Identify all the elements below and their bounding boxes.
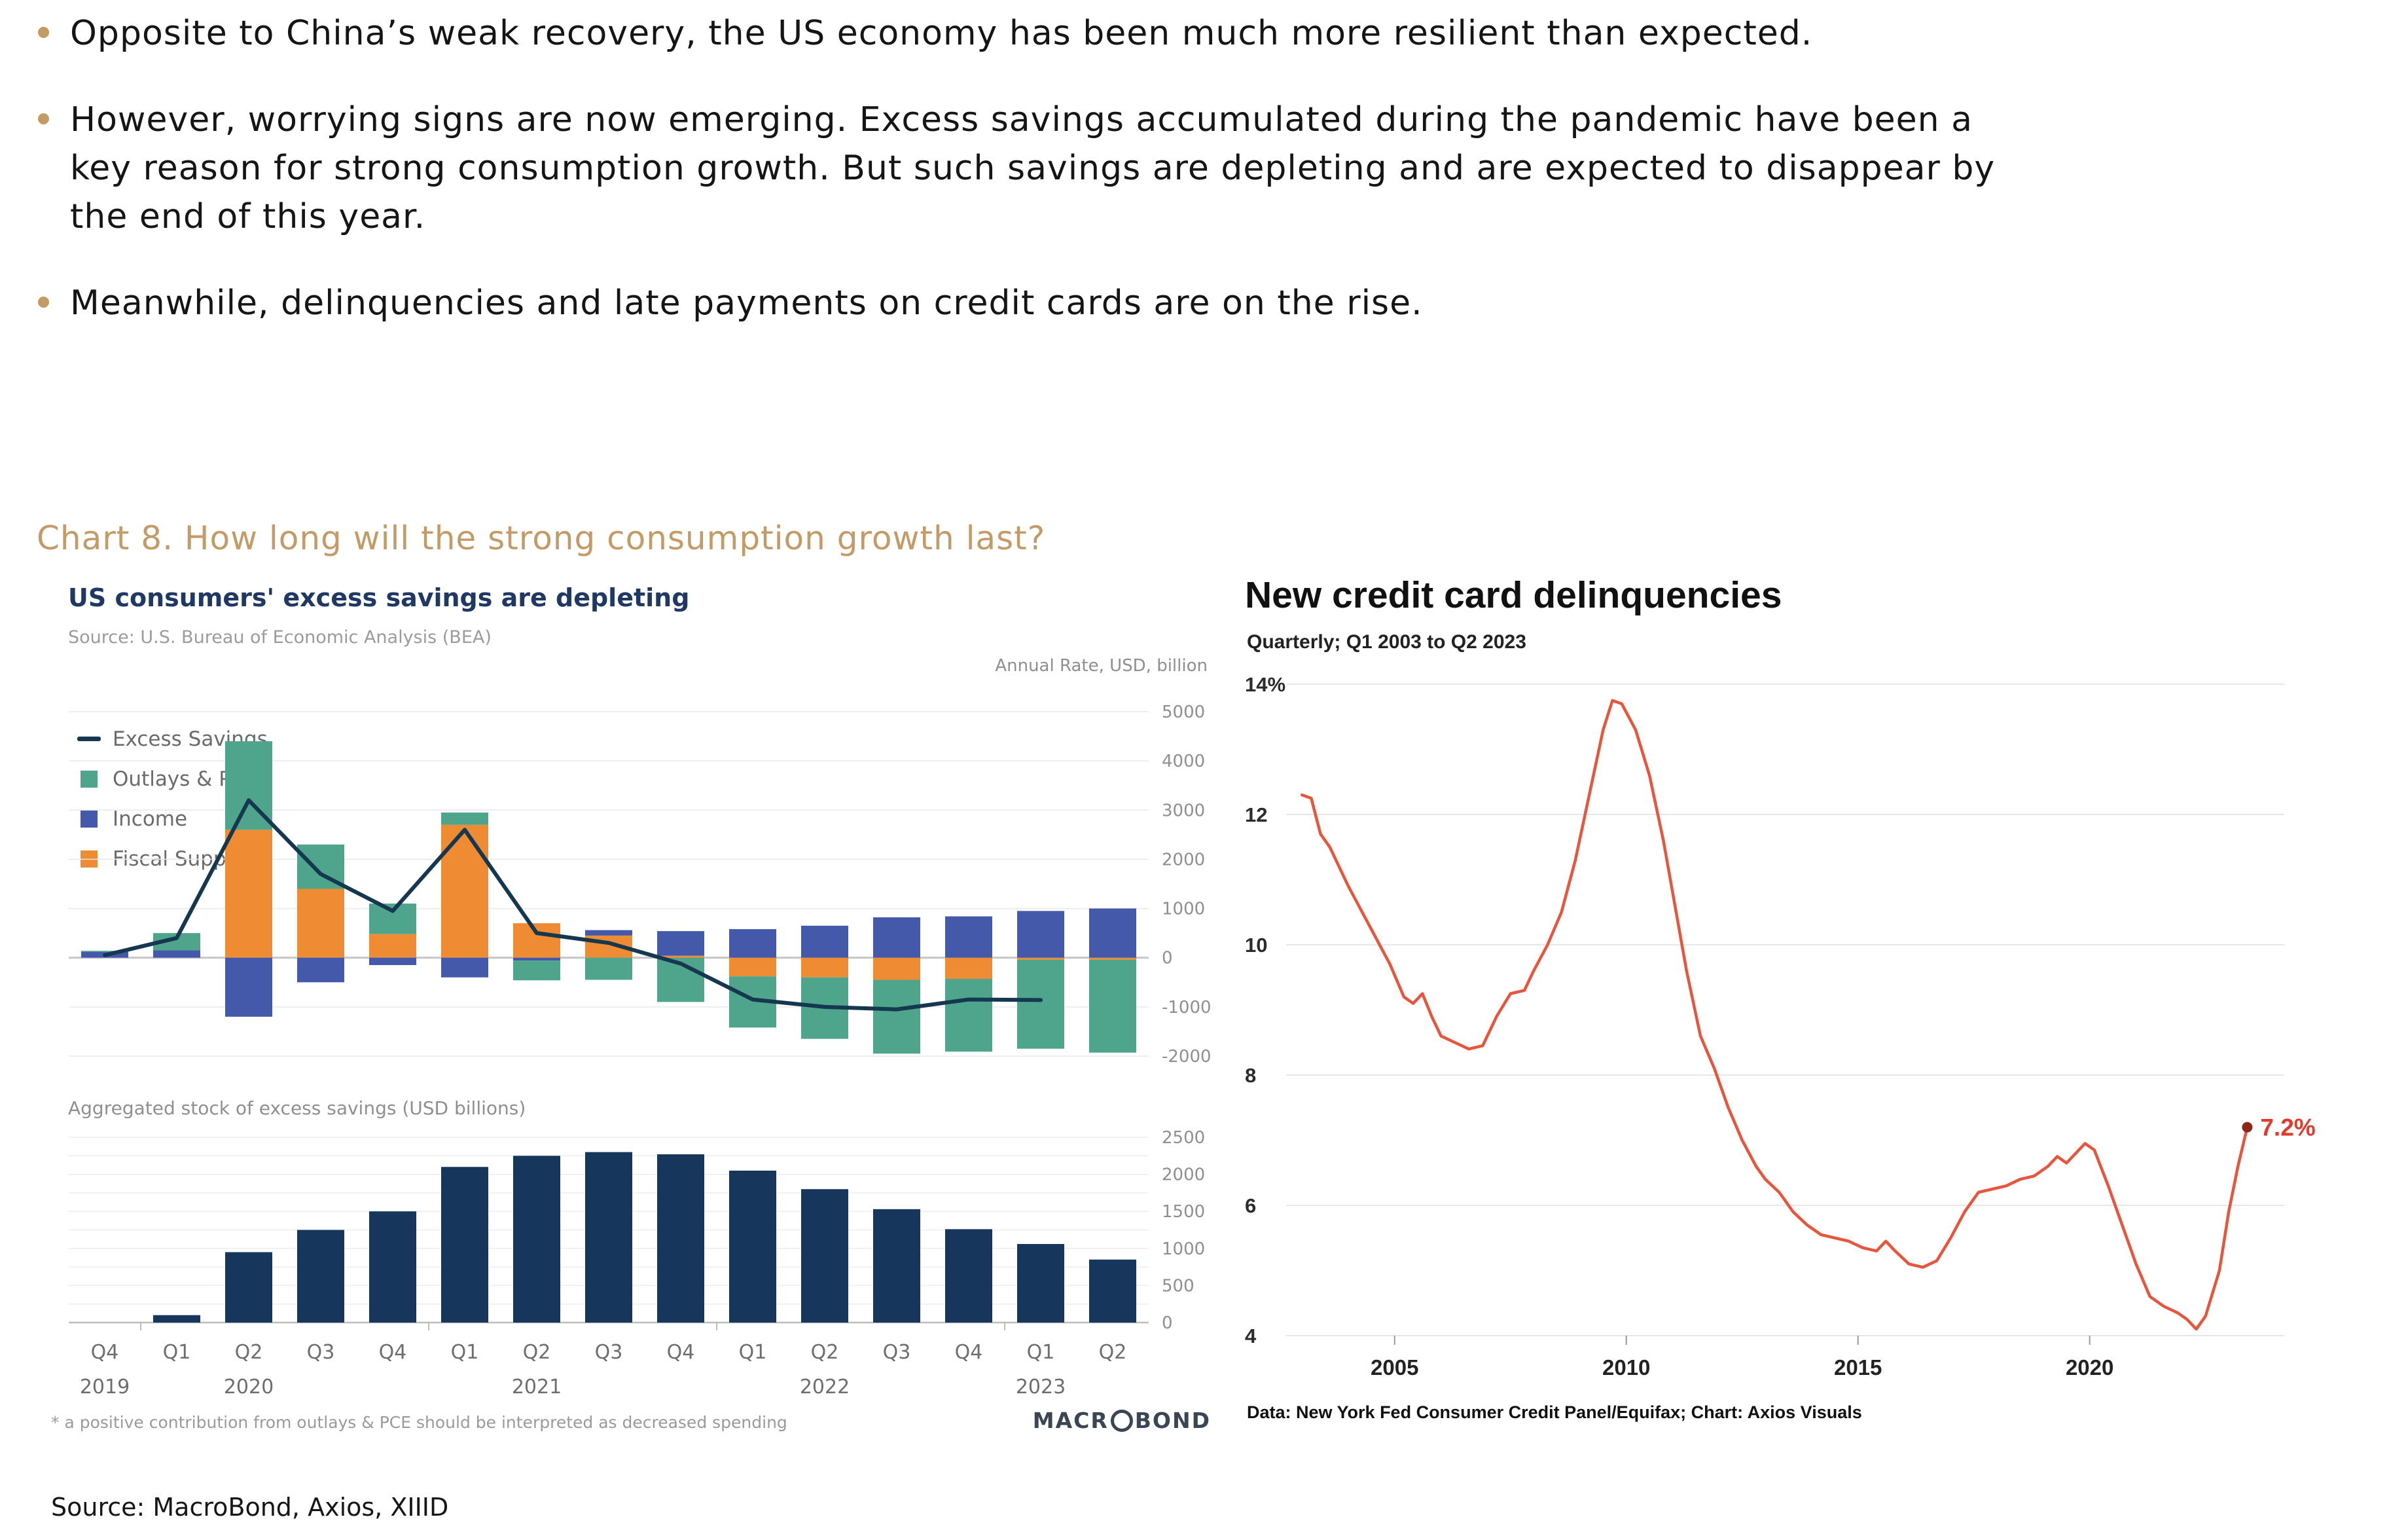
svg-text:10: 10 [1245,934,1267,957]
legend-square-marker-icon [81,810,98,828]
legend-square-marker-icon [81,770,98,788]
svg-text:2015: 2015 [1834,1355,1882,1380]
svg-text:2000: 2000 [1162,850,1205,869]
svg-text:Q1: Q1 [1027,1341,1055,1364]
svg-text:1000: 1000 [1162,900,1205,919]
svg-text:2019: 2019 [80,1376,130,1399]
svg-text:3000: 3000 [1162,801,1205,820]
svg-text:2010: 2010 [1602,1355,1650,1380]
bullet-dot-icon [38,297,49,308]
svg-text:Q1: Q1 [163,1341,191,1364]
svg-text:4000: 4000 [1162,752,1205,771]
svg-text:2000: 2000 [1162,1165,1205,1185]
svg-text:Q2: Q2 [811,1341,839,1364]
macrobond-logo-text-left: MACR [1032,1408,1109,1433]
legend-square-marker-icon [81,850,98,868]
macrobond-chart-source: Source: U.S. Bureau of Economic Analysis… [68,627,492,648]
svg-text:14%: 14% [1245,673,1285,696]
legend-line-marker-icon [77,737,101,741]
legend-item: Income [77,799,268,839]
axios-chart-footer: Data: New York Fed Consumer Credit Panel… [1247,1402,1862,1422]
section-title: Chart 8. How long will the strong consum… [37,519,1046,557]
svg-text:1500: 1500 [1162,1202,1205,1222]
bullet-text: Opposite to China’s weak recovery, the U… [70,14,1813,53]
svg-text:Q1: Q1 [739,1341,767,1364]
svg-text:-2000: -2000 [1162,1047,1212,1067]
macrobond-logo-o-icon [1110,1409,1133,1432]
svg-text:Q3: Q3 [883,1341,911,1364]
svg-text:Q3: Q3 [307,1341,335,1364]
svg-text:Q2: Q2 [1099,1341,1127,1364]
bullet-list: Opposite to China’s weak recovery, the U… [38,9,2342,365]
svg-text:7.2%: 7.2% [2260,1114,2315,1141]
macrobond-chart-canvas: 5000 4000 3000 2000 1000 0 -1000 -2000 0 500 1000 1… [69,703,1212,1399]
svg-text:2500: 2500 [1162,1128,1205,1148]
macrobond-bottom-subtitle: Aggregated stock of excess savings (USD … [68,1097,526,1119]
svg-text:8: 8 [1245,1064,1256,1087]
macrobond-chart-title: US consumers' excess savings are depleti… [68,583,690,612]
svg-text:6: 6 [1245,1194,1256,1217]
svg-text:Q1: Q1 [451,1341,479,1364]
svg-text:Q4: Q4 [91,1341,119,1364]
svg-text:2020: 2020 [2066,1355,2113,1380]
axios-chart-canvas: 14% 12 10 8 6 4 2005 2010 2015 2020 7.2% [1245,673,2316,1380]
bullet-item: Opposite to China’s weak recovery, the U… [38,9,2342,58]
slide-source-note: Source: MacroBond, Axios, XIIID [51,1493,449,1522]
svg-text:2020: 2020 [224,1376,274,1399]
svg-text:4: 4 [1245,1325,1257,1347]
svg-text:Q4: Q4 [379,1341,407,1364]
axios-chart-title: New credit card delinquencies [1245,574,1782,616]
svg-text:Q3: Q3 [595,1341,623,1364]
svg-text:12: 12 [1245,803,1267,826]
svg-text:1000: 1000 [1162,1239,1205,1259]
svg-text:Q2: Q2 [523,1341,551,1364]
bullet-item: Meanwhile, delinquencies and late paymen… [38,279,2342,327]
bullet-dot-icon [38,27,49,38]
svg-text:0: 0 [1162,949,1173,968]
macrobond-axis-note: Annual Rate, USD, billion [995,656,1208,676]
bullet-dot-icon [38,113,49,124]
svg-text:500: 500 [1162,1276,1195,1296]
bullet-text: Meanwhile, delinquencies and late paymen… [70,283,1423,323]
macrobond-footnote: * a positive contribution from outlays &… [51,1413,787,1432]
svg-text:2022: 2022 [800,1376,850,1399]
bullet-item: However, worrying signs are now emerging… [38,96,2342,241]
svg-text:Q4: Q4 [667,1341,695,1364]
svg-text:0: 0 [1162,1313,1173,1333]
axios-chart-subtitle: Quarterly; Q1 2003 to Q2 2023 [1247,631,1526,653]
legend-label: Income [113,807,188,831]
macrobond-logo-text-right: BOND [1134,1408,1211,1433]
svg-text:-1000: -1000 [1162,998,1212,1017]
svg-text:Q4: Q4 [955,1341,983,1364]
svg-text:2023: 2023 [1016,1376,1066,1399]
svg-text:2005: 2005 [1371,1355,1418,1380]
bullet-text: However, worrying signs are now emerging… [70,100,1996,236]
svg-text:5000: 5000 [1162,703,1205,722]
svg-text:2021: 2021 [512,1376,562,1399]
svg-text:Q2: Q2 [235,1341,263,1364]
macrobond-logo: MACR BOND [1008,1408,1211,1433]
